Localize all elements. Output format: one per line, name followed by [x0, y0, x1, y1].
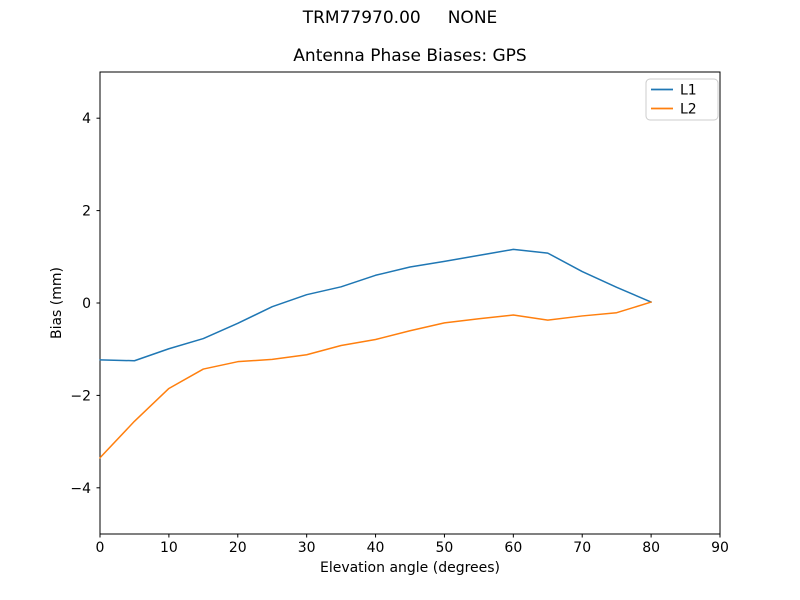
x-tick-label: 40	[367, 540, 385, 556]
axes-spines	[99, 71, 721, 535]
series-line-l1	[99, 248, 652, 362]
y-axis-label: Bias (mm)	[49, 266, 65, 340]
y-tick-label: 4	[82, 111, 91, 127]
x-tick-label: 70	[573, 540, 591, 556]
series-line-l2	[99, 301, 652, 459]
y-tick-label: 2	[82, 204, 91, 220]
y-tick-label: −2	[70, 388, 91, 404]
figure-suptitle: TRM77970.00 NONE	[302, 8, 498, 28]
x-tick-label: 60	[504, 540, 522, 556]
x-tick-label: 90	[711, 540, 729, 556]
x-tick-label: 20	[229, 540, 247, 556]
legend-label-l1: L1	[680, 83, 697, 99]
x-tick-label: 0	[96, 540, 105, 556]
y-tick-label: −4	[70, 481, 91, 497]
x-tick-label: 50	[436, 540, 454, 556]
x-tick-label: 80	[642, 540, 660, 556]
y-tick-label: 0	[82, 296, 91, 312]
x-tick-label: 30	[298, 540, 316, 556]
x-tick-label: 10	[160, 540, 178, 556]
x-axis-label: Elevation angle (degrees)	[319, 560, 501, 576]
axes-title: Antenna Phase Biases: GPS	[293, 46, 527, 66]
legend-label-l2: L2	[680, 102, 697, 118]
